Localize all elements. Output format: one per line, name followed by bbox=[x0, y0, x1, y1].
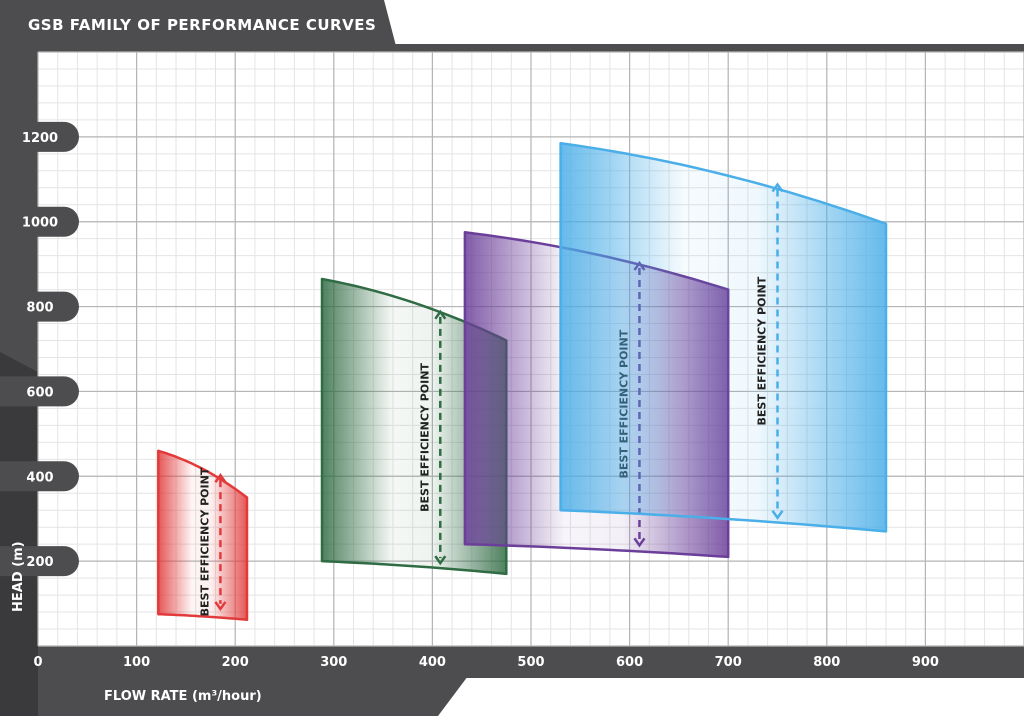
ylabel-tab bbox=[0, 352, 38, 716]
y-tick-label: 600 bbox=[26, 385, 53, 400]
x-tick-label: 600 bbox=[616, 655, 643, 670]
title-tab bbox=[0, 0, 396, 46]
bep-arrow-up bbox=[214, 473, 227, 483]
x-tick-label: 200 bbox=[222, 655, 249, 670]
y-tick-bubble bbox=[0, 546, 79, 577]
bep-arrow-up bbox=[434, 309, 447, 320]
curve-area bbox=[320, 277, 508, 576]
xlabel-tab bbox=[0, 676, 468, 716]
y-axis-ticks: 200 400 600 800 1000 1200 bbox=[0, 121, 79, 577]
x-axis-label: FLOW RATE (m³/hour) bbox=[104, 689, 262, 704]
y-tick-label: 400 bbox=[26, 470, 53, 485]
x-tick-label: 700 bbox=[715, 655, 742, 670]
bep-arrow-down bbox=[633, 537, 646, 548]
x-tick-label: 300 bbox=[320, 655, 347, 670]
x-tick-label: 500 bbox=[517, 655, 544, 670]
x-axis-ticks: 0 100 200 300 400 500 600 700 800 900 bbox=[33, 655, 938, 670]
y-tick-bubble bbox=[0, 121, 79, 152]
curve-area bbox=[559, 141, 888, 533]
curve-region-2: BEST EFFICIENCY POINT bbox=[320, 277, 508, 576]
curve-region-4: BEST EFFICIENCY POINT bbox=[559, 141, 888, 533]
performance-curves: BEST EFFICIENCY POINT BEST EFFICIENCY POI… bbox=[157, 141, 888, 621]
bep-arrow-down bbox=[771, 509, 784, 520]
y-tick-bubble bbox=[0, 376, 79, 407]
bottom-frame-bar bbox=[0, 646, 1024, 678]
bep-label: BEST EFFICIENCY POINT bbox=[756, 276, 769, 425]
y-tick-label: 200 bbox=[26, 555, 53, 570]
bep-arrow-up bbox=[771, 182, 784, 193]
chart-title: GSB FAMILY OF PERFORMANCE CURVES bbox=[28, 16, 376, 34]
top-frame-bar bbox=[0, 44, 1024, 52]
bep-arrow-down bbox=[434, 555, 447, 566]
y-tick-label: 800 bbox=[26, 301, 53, 316]
curve-area bbox=[157, 449, 249, 621]
bep-label: BEST EFFICIENCY POINT bbox=[198, 467, 211, 616]
y-tick-bubble bbox=[0, 291, 79, 322]
x-tick-label: 100 bbox=[123, 655, 150, 670]
y-axis-label: HEAD (m) bbox=[11, 541, 26, 612]
y-tick-bubble bbox=[0, 206, 79, 237]
y-tick-label: 1000 bbox=[22, 216, 58, 231]
curve-region-1: BEST EFFICIENCY POINT bbox=[157, 449, 249, 621]
left-notch-top bbox=[20, 52, 38, 72]
x-tick-label: 0 bbox=[33, 655, 42, 670]
x-tick-label: 800 bbox=[813, 655, 840, 670]
bep-arrow-down bbox=[214, 601, 227, 612]
bep-label: BEST EFFICIENCY POINT bbox=[418, 363, 431, 512]
y-tick-bubble bbox=[0, 461, 79, 492]
x-tick-label: 400 bbox=[419, 655, 446, 670]
x-tick-label: 900 bbox=[912, 655, 939, 670]
y-tick-label: 1200 bbox=[22, 131, 58, 146]
